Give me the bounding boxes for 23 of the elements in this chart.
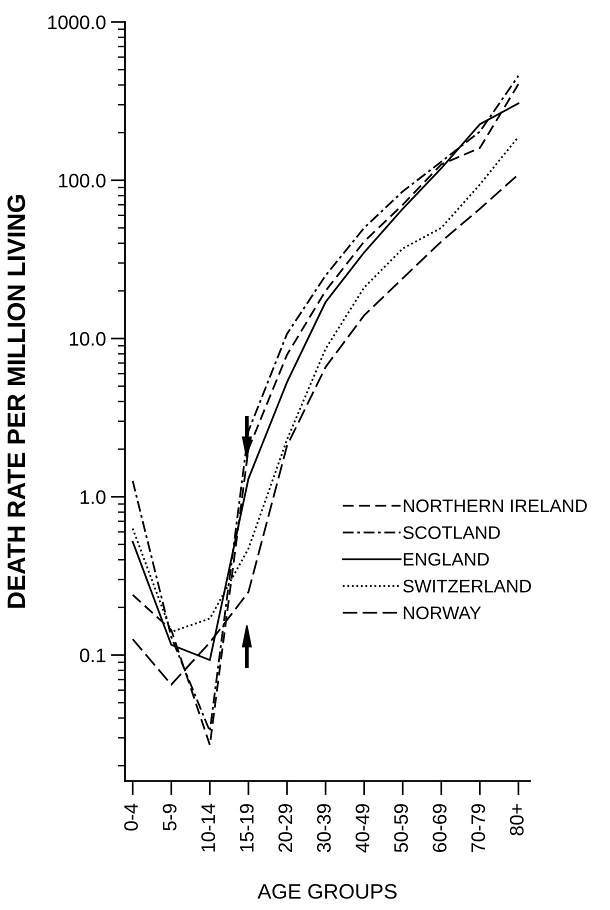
x-tick-label: 10-14: [201, 804, 216, 852]
legend-label: NORWAY: [404, 606, 481, 620]
x-tick-label: 15-19: [240, 804, 254, 852]
x-tick-label: 80+: [510, 804, 524, 836]
legend-label: ENGLAND: [404, 552, 489, 566]
y-axis-title: DEATH RATE PER MILLION LIVING: [7, 195, 26, 608]
y-tick-label: 0.1: [80, 648, 106, 662]
y-tick-label: 10.0: [70, 332, 106, 346]
legend-label: SCOTLAND: [403, 526, 500, 539]
legend-label: SWITZERLAND: [403, 580, 531, 592]
x-tick-label: 40-49: [356, 804, 370, 852]
legend-label: NORTHERN IRELAND: [404, 499, 587, 512]
x-tick-label: 20-29: [278, 804, 292, 852]
x-tick-label: 50-59: [394, 804, 408, 852]
x-tick-label: 60-69: [432, 804, 447, 852]
x-tick-label: 70-79: [471, 804, 486, 852]
x-tick-label: 5-9: [162, 804, 177, 831]
x-tick-label: 0-4: [124, 804, 138, 831]
y-tick-label: 1000.0: [48, 15, 106, 30]
x-tick-label: 30-39: [317, 804, 331, 852]
y-tick-label: 100.0: [59, 174, 106, 188]
x-axis-title: AGE GROUPS: [258, 884, 397, 899]
y-tick-label: 1.0: [80, 490, 106, 504]
